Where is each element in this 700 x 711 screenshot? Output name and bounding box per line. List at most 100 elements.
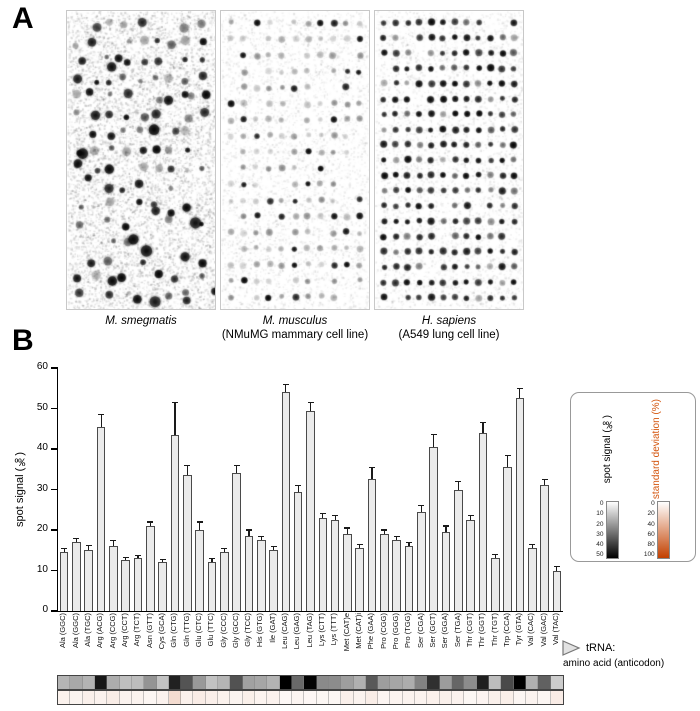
heatmap-cell-standard-deviation [119,691,132,704]
bar [515,398,525,611]
error-bar [149,521,151,526]
heatmap-cell-standard-deviation [365,691,379,704]
error-bar-cap [418,505,425,507]
heatmap-cell-standard-deviation [415,691,428,704]
error-bar [223,548,225,553]
error-bar-cap [258,535,265,537]
legend-tick-label: 60 [647,530,655,538]
error-bar [248,530,250,537]
heatmap-cell-spot-signal [205,676,219,689]
error-bar-cap [270,545,277,547]
blot-panel-h-sapiens: H. sapiens (A549 lung cell line) [374,10,524,343]
heatmap-cell-spot-signal [267,676,280,689]
error-bar-cap [467,515,474,517]
legend-column-standard-deviation: standard deviation (%) 0 20 40 60 80 100 [644,399,670,561]
x-axis-tick-label-text: Leu (TAG) [304,613,314,648]
heatmap-cell-standard-deviation [230,691,243,704]
heatmap-cell-spot-signal [476,676,489,689]
x-axis-tick-label: Gly (CCC) [217,613,229,673]
x-axis-tick-label: Pro (GGG) [390,613,402,673]
error-bar-cap [553,565,560,568]
bar [330,519,340,611]
x-axis-tick-label: Arg (TCT) [131,613,143,673]
error-bar [309,402,312,411]
y-axis-tick [51,367,58,369]
x-axis-tick-label-text: Tyr (GTA) [514,613,524,646]
heatmap-cell-standard-deviation [501,691,514,704]
heatmap-cell-standard-deviation [107,691,120,704]
species-name: M. smegmatis [105,315,177,327]
error-bar-cap [455,480,462,482]
x-axis-tick-label-text: Val (TAC) [551,613,561,645]
legend-label-spot-signal-text: spot signal (‰) [601,414,613,484]
x-axis-tick-label: Arg (CCG) [106,613,118,673]
error-bar [556,566,558,571]
error-bar [433,434,435,447]
microarray-image-m-musculus [220,10,370,310]
y-axis-tick [51,407,58,410]
error-bar [75,538,78,543]
annotation-line2: amino acid (anticodon) [563,658,665,669]
error-bar [531,544,533,549]
error-bar [408,542,410,547]
heatmap-cell-standard-deviation [218,691,231,704]
microarray-image-h-sapiens [374,10,524,310]
legend-tick-label: 20 [647,510,655,518]
legend-tick-label: 80 [647,541,655,549]
x-axis-tick-label: Gln (CTG) [168,613,180,673]
error-bar-cap [172,401,178,404]
x-axis-tick-label: Pro (CGG) [377,613,389,673]
heatmap-cell-standard-deviation [464,691,477,704]
bar [84,550,94,611]
x-axis-tick-label-text: Thr (TGT) [489,613,499,647]
bar-chart-plot-area: 0 10 20 30 40 50 60 [37,362,563,615]
x-axis-tick-label: Met (CAT)e [340,613,352,673]
error-bar [125,557,127,561]
x-axis-tick-label-text: Phe (GAA) [366,613,376,650]
bar [293,491,303,611]
x-axis-tick-label-text: Gln (TTG) [181,613,191,647]
x-axis-tick-label: Ala (GGC) [57,613,69,673]
y-axis-tick-label: 10 [36,563,48,575]
error-bar [359,544,361,549]
heatmap-cell-standard-deviation [168,691,182,704]
bar [527,548,537,611]
bar [72,542,81,611]
x-axis-tick-label: Glu (TTC) [205,613,217,673]
error-bar [285,384,287,393]
x-axis-tick-label-text: Lys (TTT) [329,613,339,646]
legend-tick-label: 0 [599,500,604,507]
heatmap-cell-standard-deviation [427,691,440,704]
heatmap-cell-standard-deviation [476,691,489,704]
error-bar-cap [344,527,351,529]
error-bar-cap [208,557,215,559]
x-axis-tick-label-text: Thr (CGT) [464,613,474,648]
legend-gradient-spot-signal [605,501,619,559]
bar [478,432,488,611]
error-bar-cap [319,513,326,515]
heatmap-cell-spot-signal [341,676,354,689]
bar [170,434,180,611]
heatmap-cell-spot-signal [291,676,305,689]
x-axis-tick-label-text: Ile (GAT) [267,613,277,643]
bar [441,532,451,611]
annotation-line1: tRNA: [586,642,616,654]
blot-panel-m-smegmatis: M. smegmatis [66,10,216,343]
x-axis-tick-label-text: Met (CAT)i [354,613,364,649]
x-axis-tick-label: Thr (GGT) [476,613,488,673]
bar [219,552,229,611]
x-axis-tick-label: Tyr (GTA) [513,613,525,673]
heatmap-cell-spot-signal [488,676,502,689]
error-bar-cap [221,547,228,549]
legend-scale-standard-deviation: 0 20 40 60 80 100 [644,500,670,559]
bar [269,550,278,611]
legend-tick-label: 40 [647,520,655,528]
y-axis-tick-label: 60 [36,361,48,372]
x-axis-tick-label-text: Ala (GGC) [70,613,80,649]
x-axis-tick-label-text: Ser (GCT) [427,613,437,648]
x-axis-tick-label-text: Gly (CCC) [218,613,228,648]
error-bar [346,528,349,535]
heatmap-cell-standard-deviation [341,691,354,704]
legend-ticks-standard-deviation: 0 20 40 60 80 100 [644,500,655,559]
